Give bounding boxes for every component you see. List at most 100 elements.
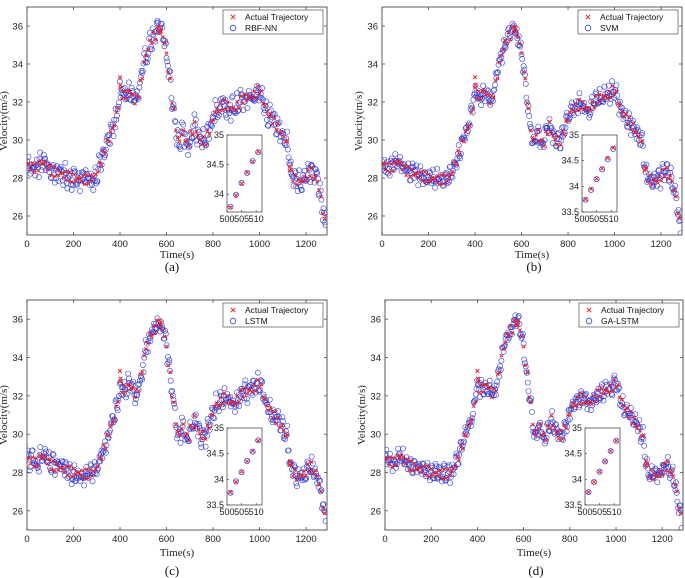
actual-point bbox=[412, 461, 417, 466]
prediction-point bbox=[253, 379, 260, 386]
x-tick-label: 1000 bbox=[249, 239, 270, 250]
inset-actual-point bbox=[228, 490, 233, 495]
prediction-point bbox=[167, 368, 173, 374]
prediction-point bbox=[204, 415, 211, 422]
actual-point bbox=[263, 397, 268, 402]
actual-point bbox=[395, 453, 400, 458]
actual-point bbox=[519, 334, 524, 339]
actual-point bbox=[393, 159, 397, 164]
prediction-point bbox=[233, 401, 240, 408]
prediction-point bbox=[304, 172, 311, 178]
prediction-point bbox=[446, 164, 453, 170]
prediction-point bbox=[529, 409, 535, 415]
actual-point bbox=[52, 468, 57, 473]
prediction-point bbox=[664, 459, 670, 466]
actual-point bbox=[149, 41, 154, 46]
prediction-point bbox=[72, 478, 79, 484]
prediction-point bbox=[515, 33, 522, 40]
x-tick-label: 800 bbox=[560, 239, 576, 250]
actual-point bbox=[309, 460, 314, 464]
actual-point bbox=[60, 465, 65, 470]
actual-point bbox=[131, 385, 136, 390]
actual-point bbox=[540, 137, 544, 142]
actual-point bbox=[495, 76, 500, 81]
actual-point bbox=[166, 363, 171, 368]
actual-point bbox=[554, 142, 559, 147]
actual-point bbox=[173, 422, 178, 427]
actual-point bbox=[224, 401, 229, 405]
actual-point bbox=[515, 322, 520, 328]
prediction-point bbox=[55, 178, 62, 185]
actual-point bbox=[588, 108, 593, 113]
prediction-point bbox=[134, 88, 141, 95]
y-tick-label: 36 bbox=[12, 315, 23, 326]
actual-point bbox=[603, 94, 608, 99]
prediction-point bbox=[132, 92, 139, 99]
y-tick-label: 30 bbox=[12, 136, 23, 147]
inset-prediction-point bbox=[227, 203, 234, 210]
y-tick-label: 32 bbox=[12, 98, 23, 109]
x-tick-label: 800 bbox=[205, 534, 221, 545]
actual-point bbox=[238, 388, 243, 393]
inset-y-tick-label: 35 bbox=[572, 423, 582, 433]
axes-frame bbox=[384, 299, 684, 531]
legend-box bbox=[577, 9, 679, 35]
prediction-point bbox=[470, 411, 476, 417]
legend-entry-actual: Actual Trajectory bbox=[600, 12, 664, 22]
actual-point bbox=[534, 433, 539, 438]
prediction-point bbox=[114, 106, 121, 112]
actual-point bbox=[116, 106, 121, 110]
actual-point bbox=[610, 84, 615, 88]
prediction-point bbox=[132, 400, 139, 407]
prediction-point bbox=[168, 95, 175, 102]
actual-point bbox=[39, 162, 44, 167]
prediction-point bbox=[102, 438, 109, 445]
prediction-point bbox=[318, 487, 325, 494]
actual-point bbox=[465, 126, 470, 131]
prediction-point bbox=[522, 80, 529, 87]
prediction-point bbox=[171, 400, 178, 407]
actual-point bbox=[119, 96, 124, 101]
prediction-point bbox=[440, 471, 447, 478]
inset-actual-point bbox=[233, 479, 239, 485]
inset-y-tick-label: 35 bbox=[569, 130, 579, 140]
prediction-point bbox=[455, 142, 462, 149]
prediction-point bbox=[185, 152, 192, 158]
actual-point bbox=[320, 506, 325, 511]
prediction-point bbox=[452, 454, 459, 460]
prediction-point bbox=[27, 451, 30, 458]
prediction-point bbox=[113, 116, 120, 123]
prediction-point bbox=[611, 372, 618, 379]
actual-point bbox=[211, 412, 216, 417]
actual-point bbox=[499, 353, 504, 358]
actual-point bbox=[82, 476, 87, 481]
actual-point bbox=[488, 385, 493, 390]
prediction-point bbox=[385, 446, 390, 453]
prediction-point bbox=[471, 398, 478, 405]
prediction-point bbox=[275, 120, 282, 127]
actual-point bbox=[501, 346, 506, 351]
actual-point bbox=[618, 103, 623, 108]
prediction-point bbox=[100, 146, 106, 153]
inset-prediction-point bbox=[255, 437, 262, 444]
actual-point bbox=[504, 41, 509, 46]
actual-point bbox=[394, 162, 399, 167]
actual-point bbox=[203, 437, 208, 441]
actual-point bbox=[443, 173, 448, 177]
legend-marker-prediction bbox=[229, 24, 237, 32]
prediction-point bbox=[671, 483, 678, 489]
actual-point bbox=[410, 468, 415, 473]
prediction-point bbox=[463, 429, 469, 436]
prediction-point bbox=[112, 417, 118, 423]
prediction-point bbox=[81, 482, 88, 489]
actual-point bbox=[612, 377, 617, 382]
actual-point bbox=[114, 404, 119, 409]
prediction-point bbox=[136, 381, 143, 388]
actual-point bbox=[214, 400, 219, 405]
prediction-point bbox=[454, 461, 461, 468]
actual-point bbox=[145, 47, 150, 52]
prediction-point bbox=[402, 461, 408, 468]
prediction-point bbox=[139, 362, 146, 368]
actual-point bbox=[657, 174, 662, 179]
prediction-point bbox=[472, 391, 479, 398]
